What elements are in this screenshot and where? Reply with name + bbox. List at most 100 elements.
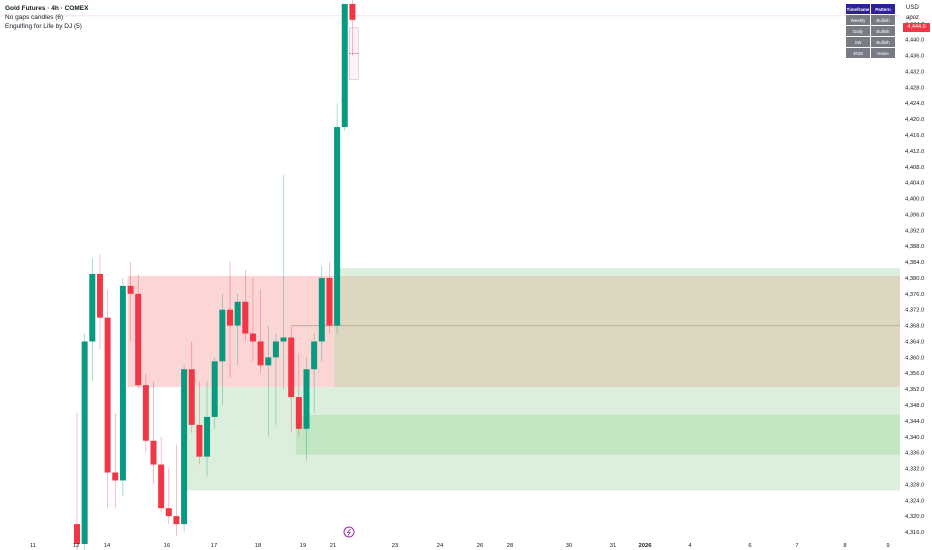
time-tick-label: 19 [300,543,306,549]
candle[interactable] [311,333,318,413]
candle[interactable] [119,277,126,497]
candle-body [234,301,241,326]
candle[interactable] [158,436,165,513]
reference-lines [0,15,900,327]
candle[interactable] [295,353,302,437]
price-tick-label: 4,324.0 [905,498,924,504]
candle[interactable] [89,258,96,382]
candle-body [204,416,211,457]
last-price-tag: 4,444.0 [903,23,930,32]
candle[interactable] [303,357,310,461]
candle-body [173,516,180,525]
indicator-no-gaps[interactable]: No gaps candles (6) [5,14,64,21]
candle-body [112,472,119,481]
candle[interactable] [288,325,295,433]
candle[interactable] [349,0,356,56]
candle[interactable] [135,273,142,390]
candle-body [142,385,149,441]
table-cell: Bullish [870,14,895,26]
table-cell: Noise [870,47,895,59]
price-axis: 4,444.04,440.04,436.04,432.04,428.04,424… [905,22,924,536]
candle[interactable] [112,412,119,509]
zone-box [127,275,335,388]
time-tick-label: 12 [73,543,79,549]
price-tick-label: 4,320.0 [905,514,924,520]
price-tick-label: 4,368.0 [905,324,924,330]
time-tick-label: 9 [886,543,889,549]
symbol-title[interactable]: Gold Futures · 4h · COMEX [5,5,89,12]
candle[interactable] [219,293,226,405]
zone-box [334,268,901,276]
table-cell: 4h30 [846,47,871,59]
price-tick-label: 4,336.0 [905,451,924,457]
price-tick-label: 4,424.0 [905,101,924,107]
table-header: Timeframe [846,4,871,15]
candle[interactable] [150,381,157,485]
table-cell: Bullish [870,36,895,48]
candle[interactable] [257,289,264,374]
candle[interactable] [127,262,134,342]
candle-body [135,293,142,386]
candle-body [341,3,348,128]
candle[interactable] [204,381,211,477]
candle[interactable] [234,293,241,366]
candle-body [211,361,218,417]
price-tick-label: 4,316.0 [905,530,924,536]
candle[interactable] [181,365,188,533]
time-axis: 11 12 14 16 17 18 19 21 23 24 26 28 30 31 2026 4 6 7 8 9 [30,543,890,549]
candle-body [326,277,333,326]
table-header: Pattern [870,4,895,15]
candle[interactable] [265,325,272,437]
candle[interactable] [249,277,256,362]
candle[interactable] [74,412,80,550]
candle[interactable] [242,270,249,342]
candle[interactable] [341,3,348,132]
candle-body [219,309,226,362]
price-tick-label: 4,352.0 [905,387,924,393]
candle-body [280,337,287,342]
candle[interactable] [196,381,203,465]
candle[interactable] [165,468,172,525]
candle[interactable] [96,254,103,350]
candle-body [158,464,165,509]
price-tick-label: 4,348.0 [905,403,924,409]
candle-body [349,3,356,20]
candle[interactable] [326,262,333,334]
candle[interactable] [280,174,287,390]
candles [74,0,356,550]
candle[interactable] [211,357,218,429]
candle[interactable] [272,333,279,425]
candle[interactable] [334,103,341,334]
candle[interactable] [104,289,111,509]
candle[interactable] [227,262,233,378]
pattern-table: Timeframe Pattern Weekly Bullish Daily B… [846,4,895,59]
candle[interactable] [142,373,149,453]
candle[interactable] [188,341,195,433]
time-tick-label: 14 [104,543,111,549]
time-tick-label: 16 [164,543,170,549]
price-tick-label: 4,332.0 [905,467,924,473]
price-tick-label: 4,344.0 [905,419,924,425]
candle-body [227,309,233,326]
time-tick-label: 31 [610,543,616,549]
currency-label[interactable]: USD [906,5,919,11]
zone-box [334,275,901,388]
time-tick-label: 4 [688,543,692,549]
candle-body [242,301,249,334]
price-tick-label: 4,392.0 [905,228,924,234]
time-tick-label: 11 [30,543,36,549]
time-tick-label: 18 [255,543,261,549]
time-tick-label: 17 [211,543,217,549]
candle-body [272,341,279,358]
price-tick-label: 4,428.0 [905,85,924,91]
candle[interactable] [318,266,325,362]
event-marker-icon[interactable] [343,526,355,538]
candle[interactable] [173,444,180,537]
time-tick-label: 24 [437,543,444,549]
table-cell: Weekly [846,14,871,26]
indicator-engulfing[interactable]: Engulfing for Life by DJ (5) [5,23,82,30]
candle-body [265,357,272,366]
candle[interactable] [81,333,88,550]
price-tick-label: 4,364.0 [905,339,924,345]
